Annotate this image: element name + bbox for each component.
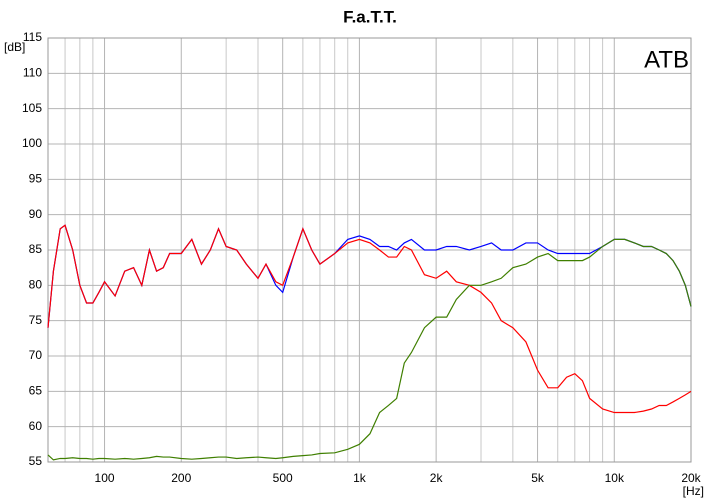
x-tick-label: 200 xyxy=(171,471,191,485)
y-axis-label: [dB] xyxy=(4,40,25,54)
series-line xyxy=(47,224,692,414)
y-tick-label: 70 xyxy=(29,348,43,362)
x-tick-label: 20k xyxy=(681,471,701,485)
y-tick-label: 80 xyxy=(29,278,43,292)
y-tick-label: 60 xyxy=(29,419,43,433)
series-line xyxy=(47,238,692,461)
x-tick-label: 10k xyxy=(605,471,625,485)
y-tick-label: 90 xyxy=(29,207,43,221)
x-tick-label: 100 xyxy=(95,471,115,485)
plot-frame xyxy=(47,37,692,463)
x-tick-label: 5k xyxy=(531,471,545,485)
y-tick-label: 95 xyxy=(29,172,43,186)
x-axis-label: [Hz] xyxy=(683,484,704,498)
y-tick-label: 100 xyxy=(22,136,42,150)
chart-title: F.a.T.T. xyxy=(343,7,397,26)
y-tick-label: 105 xyxy=(22,101,42,115)
y-tick-label: 75 xyxy=(29,313,43,327)
y-tick-label: 115 xyxy=(23,30,42,44)
y-tick-label: 110 xyxy=(23,66,42,80)
y-tick-label: 65 xyxy=(29,384,43,398)
x-tick-label: 500 xyxy=(273,471,293,485)
x-tick-label: 1k xyxy=(353,471,367,485)
annotation: ATB xyxy=(644,46,689,73)
series-line xyxy=(47,224,692,328)
y-tick-label: 55 xyxy=(29,454,43,468)
x-tick-label: 2k xyxy=(430,471,444,485)
y-tick-label: 85 xyxy=(29,242,43,256)
